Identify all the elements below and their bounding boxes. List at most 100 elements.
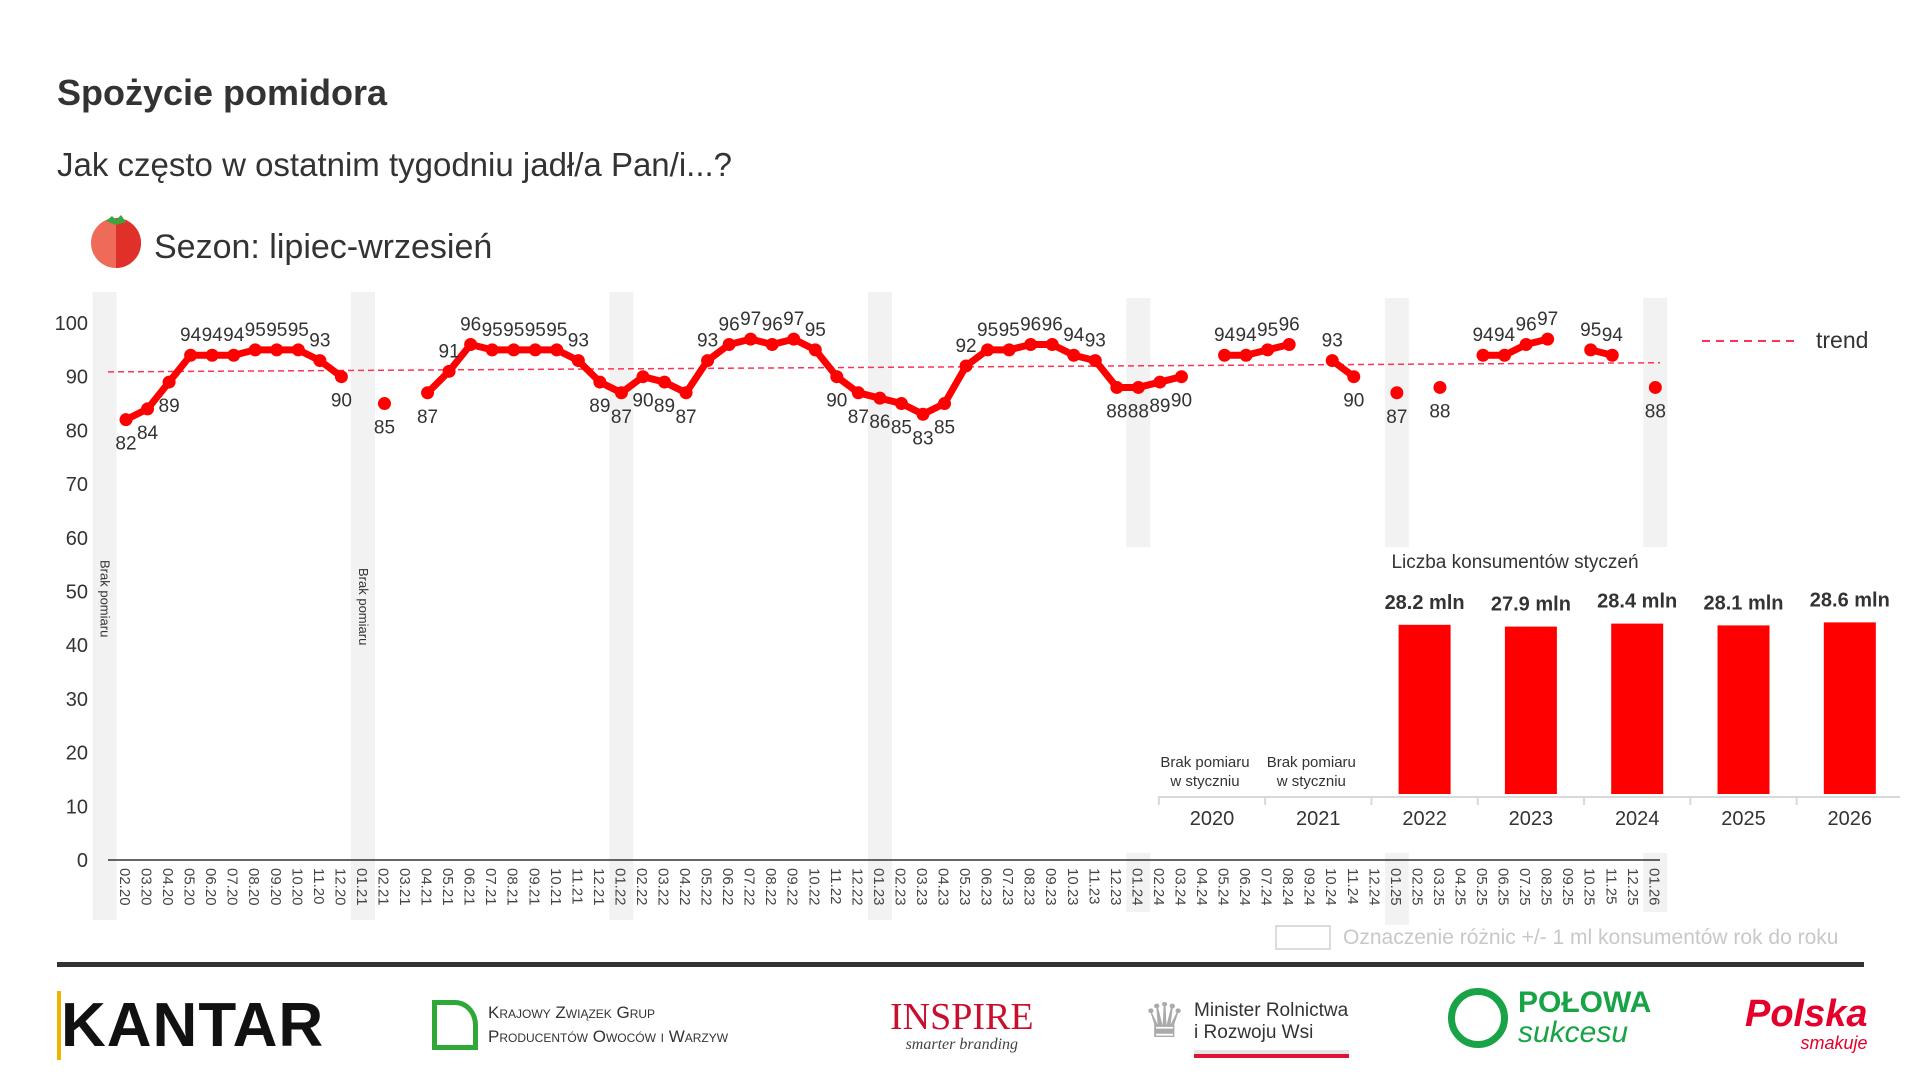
data-point (1476, 348, 1490, 362)
x-tick-label: 08.24 (1279, 868, 1296, 906)
data-point (141, 402, 155, 416)
data-point (1541, 332, 1555, 346)
shaded-band (867, 292, 892, 920)
inset-year-label: 2024 (1615, 808, 1660, 830)
inset-year-label: 2020 (1190, 808, 1235, 830)
data-label: 96 (762, 314, 783, 335)
kzgp-line2: Producentów Owoców i Warzyw (488, 1027, 729, 1046)
data-label: 85 (374, 418, 395, 439)
data-point (1325, 354, 1339, 368)
x-tick-label: 05.20 (181, 868, 198, 906)
x-tick-label: 01.24 (1128, 868, 1145, 906)
no-data-label: Brak pomiaru (356, 568, 371, 645)
shaded-band (1643, 298, 1668, 547)
data-label: 95 (1580, 320, 1601, 341)
missing-label: w styczniu (1276, 773, 1346, 790)
kantar-logo-text: KANTAR (57, 991, 325, 1060)
series-line-segment (1479, 335, 1552, 359)
polowa-sukcesu-logo: POŁOWA sukcesu (1448, 988, 1651, 1048)
y-tick-label: 0 (77, 850, 88, 872)
data-label: 85 (934, 418, 955, 439)
data-point (119, 413, 133, 427)
x-tick-label: 05.24 (1215, 868, 1232, 906)
data-point (162, 375, 176, 389)
data-point (851, 386, 865, 400)
x-tick-label: 10.22 (805, 868, 822, 906)
data-label: 88 (1645, 401, 1666, 422)
x-tick-label: 06.24 (1236, 868, 1253, 906)
data-label: 91 (439, 341, 460, 362)
x-tick-label: 03.22 (655, 868, 672, 906)
x-tick-label: 11.24 (1344, 868, 1361, 904)
data-label: 86 (869, 412, 890, 433)
x-tick-label: 08.22 (762, 868, 779, 906)
x-tick-label: 04.25 (1451, 868, 1468, 906)
data-point (722, 337, 736, 351)
x-tick-label: 12.24 (1365, 868, 1382, 906)
data-label: 84 (137, 423, 159, 444)
y-tick-label: 50 (66, 582, 88, 604)
x-tick-label: 04.22 (676, 868, 693, 906)
x-tick-label: 12.20 (331, 868, 348, 906)
y-tick-label: 70 (66, 474, 88, 496)
x-tick-label: 09.22 (784, 868, 801, 906)
x-tick-label: 08.20 (245, 868, 262, 906)
polowa-line2: sukcesu (1518, 1016, 1629, 1049)
data-point (1239, 348, 1253, 362)
shaded-band (1126, 298, 1151, 547)
data-label: 94 (223, 325, 245, 346)
shaded-band (350, 292, 375, 920)
data-point (485, 343, 499, 357)
ministry-line2: i Rozwoju Wsi (1194, 1022, 1314, 1043)
data-point (1110, 380, 1124, 394)
bar-value-label: 28.1 mln (1703, 592, 1783, 614)
data-point (636, 370, 650, 384)
data-point (593, 375, 607, 389)
data-label: 93 (697, 331, 718, 352)
data-label: 94 (202, 325, 224, 346)
y-tick-label: 90 (66, 367, 88, 389)
data-point (1519, 337, 1533, 351)
data-label: 97 (783, 309, 804, 330)
consumer-bar (1717, 625, 1770, 794)
inset-year-label: 2022 (1402, 808, 1447, 830)
data-point (205, 348, 219, 362)
data-label: 95 (977, 320, 998, 341)
x-tick-label: 02.23 (891, 868, 908, 906)
data-label: 93 (309, 331, 330, 352)
x-tick-label: 04.24 (1193, 868, 1210, 906)
data-point (1390, 386, 1404, 400)
data-label: 94 (1063, 325, 1085, 346)
x-tick-label: 11.20 (310, 868, 327, 904)
data-point (765, 337, 779, 351)
x-tick-label: 06.23 (978, 868, 995, 906)
x-tick-label: 07.24 (1258, 868, 1275, 906)
x-tick-label: 07.20 (224, 868, 241, 906)
x-tick-label: 03.20 (138, 868, 155, 906)
data-point (1218, 348, 1232, 362)
x-tick-label: 03.23 (913, 868, 930, 906)
data-point (550, 343, 564, 357)
difference-legend-box (1275, 925, 1331, 950)
data-point (1261, 343, 1275, 357)
x-tick-label: 01.21 (353, 868, 370, 906)
x-tick-label: 05.22 (698, 868, 715, 906)
x-tick-label: 12.25 (1624, 868, 1641, 906)
data-point (227, 348, 241, 362)
data-point (313, 354, 327, 368)
trend-legend-label: trend (1816, 327, 1868, 353)
data-label: 87 (848, 407, 869, 428)
x-tick-label: 09.20 (267, 868, 284, 906)
data-label: 90 (826, 391, 847, 412)
data-point (1605, 348, 1619, 362)
data-point (894, 397, 908, 411)
consumer-bar (1823, 622, 1876, 794)
data-point (1648, 380, 1662, 394)
data-label: 89 (1149, 396, 1170, 417)
y-tick-label: 60 (66, 528, 88, 550)
kantar-logo: KANTAR (57, 990, 325, 1061)
tomato-icon (91, 215, 141, 268)
data-point (442, 364, 456, 378)
y-tick-label: 40 (66, 635, 88, 657)
